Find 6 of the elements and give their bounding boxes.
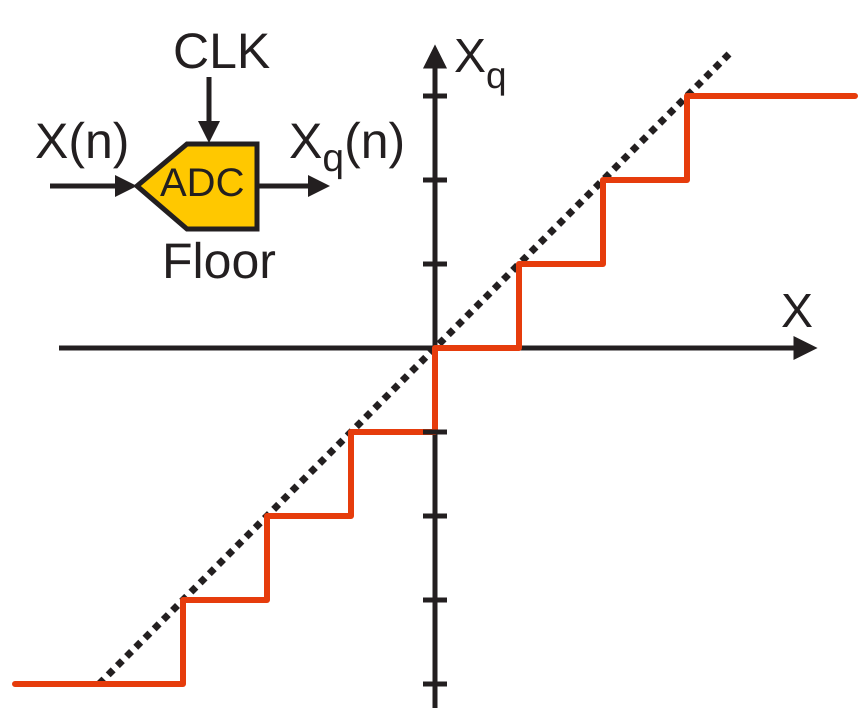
annotation: ADC <box>160 161 244 205</box>
annotation: X$_{q}$(n) <box>289 113 406 180</box>
annotation: Floor <box>162 233 276 289</box>
annotation: X(n) <box>35 113 130 169</box>
x-axis-title: X <box>780 285 814 338</box>
annotation: CLK <box>173 23 270 79</box>
